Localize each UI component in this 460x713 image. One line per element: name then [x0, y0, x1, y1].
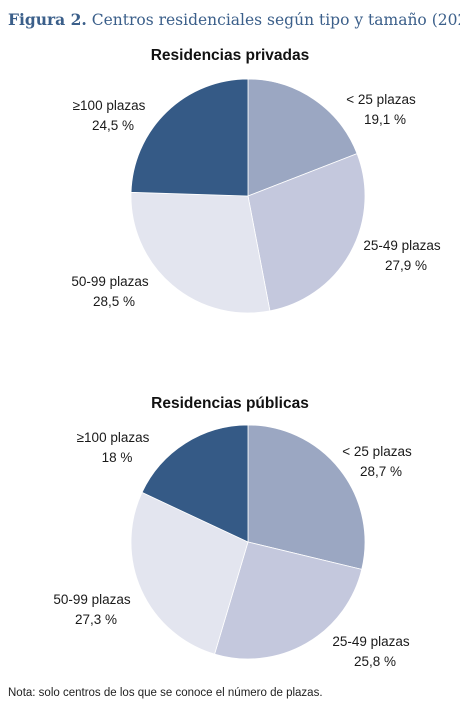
slice-label-25-49-plazas: 25-49 plazas	[332, 634, 410, 649]
slice-value-25-49-plazas: 27,9 %	[385, 258, 427, 273]
slice-label-50-99-plazas: 50-99 plazas	[71, 274, 149, 289]
slice-label-lt-25-plazas: < 25 plazas	[346, 92, 416, 107]
slice-label-50-99-plazas: 50-99 plazas	[53, 592, 131, 607]
pie-slice-gte100-plazas	[130, 78, 249, 197]
slice-label-25-49-plazas: 25-49 plazas	[363, 238, 441, 253]
pie-slice-lt-25-plazas	[247, 424, 366, 570]
chart-title-public: Residencias públicas	[151, 395, 309, 412]
pie-slice-25-49-plazas	[247, 153, 366, 312]
slice-value-gte100-plazas: 18 %	[102, 450, 133, 465]
pie-chart-private: < 25 plazas 19,1 % 25-49 plazas 27,9 % 50-99…	[71, 78, 441, 314]
slice-label-gte100-plazas: ≥100 plazas	[77, 430, 150, 445]
slice-value-lt-25-plazas: 28,7 %	[360, 464, 402, 479]
figure-number: Figura 2.	[8, 10, 87, 29]
chart-title-private: Residencias privadas	[150, 47, 310, 64]
footnote: Nota: solo centros de los que se conoce …	[8, 687, 323, 699]
slice-value-50-99-plazas: 27,3 %	[75, 612, 117, 627]
slice-label-gte100-plazas: ≥100 plazas	[73, 98, 146, 113]
slice-value-gte100-plazas: 24,5 %	[92, 118, 134, 133]
figure-title: Figura 2. Centros residenciales según ti…	[8, 10, 460, 29]
pie-slice-50-99-plazas	[130, 191, 271, 314]
slice-value-50-99-plazas: 28,5 %	[93, 294, 135, 309]
slice-label-lt-25-plazas: < 25 plazas	[342, 444, 412, 459]
slice-value-lt-25-plazas: 19,1 %	[364, 112, 406, 127]
pie-slice-50-99-plazas	[130, 491, 249, 655]
pie-chart-public: < 25 plazas 28,7 % 25-49 plazas 25,8 % 50-99…	[53, 424, 412, 669]
figure-caption: Centros residenciales según tipo y tamañ…	[86, 11, 460, 29]
slice-value-25-49-plazas: 25,8 %	[354, 654, 396, 669]
pie-slice-gte100-plazas	[141, 424, 249, 543]
pie-slice-25-49-plazas	[214, 541, 363, 660]
pie-slice-lt-25-plazas	[247, 78, 358, 197]
